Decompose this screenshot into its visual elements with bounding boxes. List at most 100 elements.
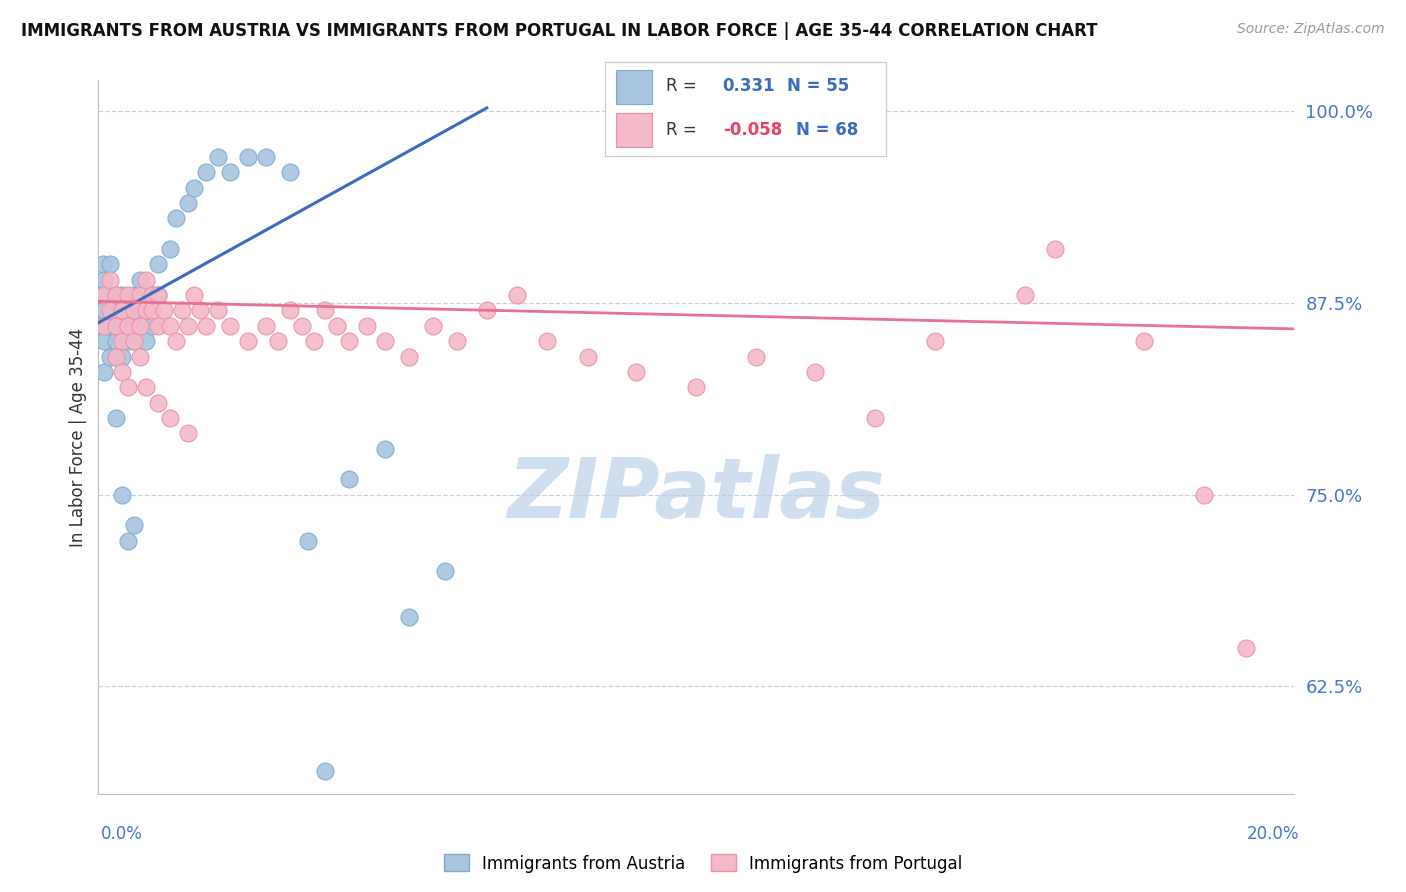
Point bbox=[117, 318, 139, 333]
Y-axis label: In Labor Force | Age 35-44: In Labor Force | Age 35-44 bbox=[69, 327, 87, 547]
Point bbox=[207, 303, 229, 318]
Point bbox=[105, 350, 128, 364]
Point bbox=[124, 288, 146, 302]
Point bbox=[135, 303, 157, 318]
Point bbox=[278, 303, 301, 318]
Point bbox=[924, 334, 946, 348]
Point bbox=[148, 318, 170, 333]
Point bbox=[141, 303, 163, 318]
Point bbox=[148, 395, 170, 409]
Point bbox=[398, 610, 420, 624]
Point bbox=[578, 350, 600, 364]
Text: 20.0%: 20.0% bbox=[1247, 825, 1299, 843]
Point bbox=[194, 165, 218, 179]
Point bbox=[422, 318, 444, 333]
Point bbox=[98, 303, 122, 318]
Bar bbox=[616, 113, 652, 147]
Point bbox=[117, 533, 139, 548]
Point bbox=[111, 303, 134, 318]
Point bbox=[117, 380, 139, 394]
Point bbox=[129, 273, 152, 287]
Point bbox=[105, 350, 128, 364]
Point bbox=[141, 288, 163, 302]
Point bbox=[290, 318, 312, 333]
Point bbox=[475, 303, 498, 318]
Point bbox=[446, 334, 468, 348]
Point bbox=[1014, 288, 1036, 302]
Point bbox=[105, 410, 128, 425]
Point bbox=[165, 211, 187, 226]
Point bbox=[98, 257, 122, 271]
Point bbox=[148, 288, 170, 302]
Text: N = 55: N = 55 bbox=[787, 77, 849, 95]
Point bbox=[129, 303, 152, 318]
Point bbox=[117, 303, 139, 318]
Text: 0.331: 0.331 bbox=[723, 77, 775, 95]
Point bbox=[297, 533, 319, 548]
Point bbox=[93, 318, 115, 333]
Point bbox=[172, 303, 194, 318]
Point bbox=[93, 288, 115, 302]
Point bbox=[124, 318, 146, 333]
Point bbox=[434, 565, 457, 579]
Point bbox=[124, 334, 146, 348]
Point bbox=[93, 273, 115, 287]
Point bbox=[124, 303, 146, 318]
Text: -0.058: -0.058 bbox=[723, 121, 782, 139]
Point bbox=[105, 318, 128, 333]
Point bbox=[1043, 242, 1066, 256]
Point bbox=[1234, 641, 1257, 656]
Text: N = 68: N = 68 bbox=[796, 121, 858, 139]
Point bbox=[236, 150, 259, 164]
Point bbox=[254, 318, 277, 333]
Point bbox=[93, 365, 115, 379]
Point bbox=[91, 257, 114, 271]
Point bbox=[685, 380, 707, 394]
Point bbox=[194, 318, 218, 333]
Point bbox=[183, 180, 205, 194]
Point bbox=[111, 318, 134, 333]
Point bbox=[374, 442, 396, 456]
Point bbox=[177, 426, 200, 441]
Point bbox=[98, 273, 122, 287]
Point bbox=[108, 303, 131, 318]
Point bbox=[111, 365, 134, 379]
Point bbox=[103, 303, 125, 318]
Point bbox=[135, 380, 157, 394]
Point bbox=[315, 764, 337, 778]
Point bbox=[183, 288, 205, 302]
Text: IMMIGRANTS FROM AUSTRIA VS IMMIGRANTS FROM PORTUGAL IN LABOR FORCE | AGE 35-44 C: IMMIGRANTS FROM AUSTRIA VS IMMIGRANTS FR… bbox=[21, 22, 1098, 40]
Point bbox=[219, 318, 242, 333]
Point bbox=[1133, 334, 1156, 348]
Point bbox=[105, 288, 128, 302]
Point bbox=[124, 518, 146, 533]
Point bbox=[129, 318, 152, 333]
Point bbox=[398, 350, 420, 364]
Text: R =: R = bbox=[666, 121, 703, 139]
Point bbox=[165, 334, 187, 348]
Point bbox=[135, 273, 157, 287]
Point bbox=[267, 334, 290, 348]
Point bbox=[745, 350, 768, 364]
Point bbox=[135, 334, 157, 348]
Point bbox=[129, 288, 152, 302]
Point bbox=[117, 288, 139, 302]
Point bbox=[93, 334, 115, 348]
Text: ZIPatlas: ZIPatlas bbox=[508, 454, 884, 534]
Point bbox=[90, 318, 112, 333]
Point bbox=[141, 318, 163, 333]
Point bbox=[135, 303, 157, 318]
Point bbox=[804, 365, 827, 379]
Point bbox=[148, 288, 170, 302]
Point bbox=[93, 303, 115, 318]
Point bbox=[159, 242, 181, 256]
Point bbox=[111, 350, 134, 364]
Point bbox=[1192, 488, 1215, 502]
Point bbox=[278, 165, 301, 179]
Text: 0.0%: 0.0% bbox=[101, 825, 143, 843]
Point bbox=[105, 334, 128, 348]
Point bbox=[105, 288, 128, 302]
Point bbox=[315, 303, 337, 318]
Point bbox=[339, 334, 360, 348]
Point bbox=[129, 350, 152, 364]
